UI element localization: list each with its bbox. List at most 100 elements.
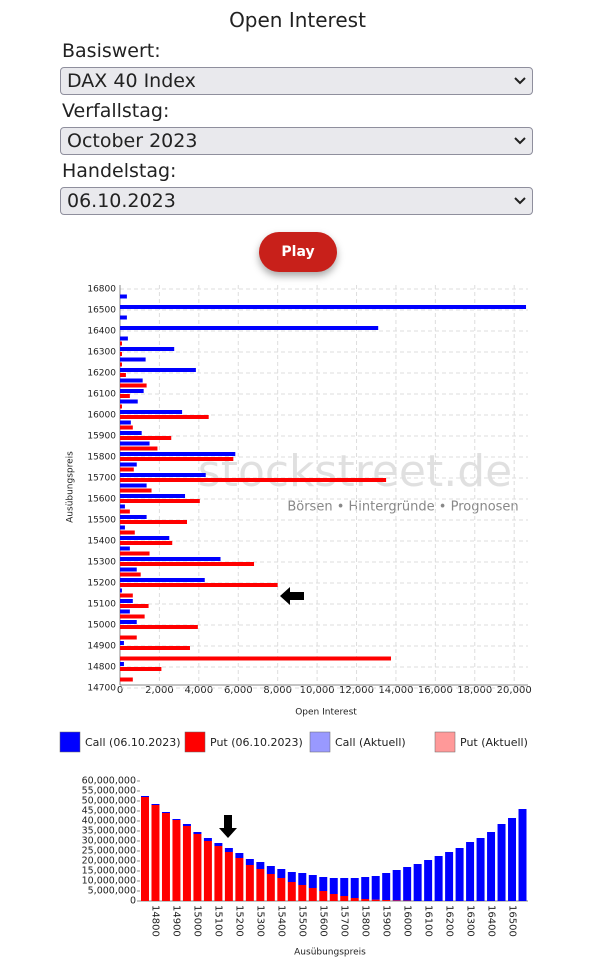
bar-segment	[308, 888, 317, 901]
x-tick-label: 14800	[150, 905, 161, 937]
select[interactable]: DAX 40 Index	[60, 67, 533, 95]
bar	[120, 383, 147, 388]
y-tick-label: 15200	[87, 579, 116, 589]
x-tick-label: 4,000	[185, 685, 214, 696]
bar	[120, 609, 130, 614]
bar-segment	[141, 797, 149, 901]
bar-segment	[224, 852, 233, 901]
bar-segment	[287, 882, 296, 901]
x-tick-label: 16100	[422, 905, 433, 937]
bar	[120, 457, 234, 461]
bar-segment	[508, 818, 517, 901]
chevron	[514, 77, 526, 85]
bar-segment	[203, 841, 212, 901]
watermark-subtitle: Börsen • Hintergründe • Prognosen	[287, 500, 518, 515]
y-tick-label: 30,000,000	[82, 836, 136, 847]
bar	[120, 494, 186, 498]
legend-label: Put (06.10.2023)	[210, 736, 303, 749]
bars	[120, 294, 527, 682]
select[interactable]: 06.10.2023	[60, 187, 533, 215]
bar	[120, 373, 126, 377]
bar-segment	[361, 877, 370, 899]
bar	[120, 662, 124, 666]
bar-segment	[518, 809, 527, 901]
bar-segment	[329, 894, 338, 901]
legend-item[interactable]: Put (Aktuell)	[434, 731, 528, 753]
bar-segment	[413, 864, 422, 901]
bar-segment	[455, 848, 464, 901]
bar	[120, 473, 206, 477]
x-tick-label: 8,000	[263, 685, 292, 696]
x-tick-label: 12,000	[339, 685, 374, 696]
bar	[120, 499, 200, 503]
field-label: Verfallstag:	[62, 100, 170, 122]
bar-segment	[392, 870, 401, 901]
bar	[120, 357, 146, 362]
y-tick-label: 15100	[87, 600, 116, 610]
bar	[120, 483, 147, 488]
select[interactable]: October 2023	[60, 127, 533, 155]
bar-segment	[371, 876, 380, 900]
bar	[120, 404, 122, 409]
bar-segment	[224, 848, 233, 852]
bar-segment	[161, 812, 170, 813]
bar-segment	[277, 878, 286, 901]
y-tick-label: 55,000,000	[82, 786, 136, 797]
bar	[120, 520, 188, 524]
bar-segment	[266, 874, 275, 901]
bar-segment	[277, 869, 286, 878]
bar-segment	[256, 862, 265, 869]
y-tick-label: 15600	[87, 495, 116, 505]
chevron	[514, 137, 526, 145]
bar	[120, 436, 172, 440]
legend-item[interactable]: Call (06.10.2023)	[59, 731, 181, 753]
y-tick-label: 15400	[87, 537, 116, 547]
y-tick-label: 25,000,000	[82, 846, 136, 857]
bar-segment	[235, 853, 244, 858]
x-tick-label: 14900	[171, 905, 182, 937]
field-label: Handelstag:	[62, 160, 177, 182]
watermark: stockstreet.de	[198, 446, 512, 497]
y-tick-label: 16800	[87, 285, 116, 295]
bar	[120, 315, 127, 320]
bar	[120, 593, 133, 598]
legend-swatch	[434, 731, 456, 753]
play-button[interactable]: Play	[259, 232, 337, 272]
bar	[120, 551, 150, 556]
y-tick-label: 14800	[87, 663, 116, 673]
y-tick-label: 14700	[87, 684, 116, 694]
bar	[120, 399, 138, 404]
bar-segment	[350, 898, 359, 901]
x-tick-label: 16,000	[418, 685, 453, 696]
x-tick-label: 15000	[192, 905, 203, 937]
bar	[120, 578, 205, 582]
bar-segment	[340, 896, 349, 901]
bar	[120, 347, 175, 351]
bar-segment	[497, 824, 506, 901]
bar	[120, 530, 135, 535]
bar	[120, 562, 255, 566]
bar-segment	[172, 819, 181, 820]
legend-item[interactable]: Call (Aktuell)	[309, 731, 406, 753]
legend-item[interactable]: Put (06.10.2023)	[184, 731, 303, 753]
y-tick-label: 15500	[87, 516, 116, 526]
bar	[120, 567, 137, 572]
y-tick-label: 15700	[87, 474, 116, 484]
bar-segment	[403, 867, 412, 901]
x-tick-label: 15200	[234, 905, 245, 937]
bar	[120, 536, 170, 540]
y-tick-label: 16100	[87, 390, 116, 400]
arrow	[219, 815, 237, 838]
y-tick-label: 15800	[87, 453, 116, 463]
y-tick-label: 40,000,000	[82, 816, 136, 827]
x-tick-label: 2,000	[145, 685, 174, 696]
bar-segment	[193, 832, 202, 834]
bar	[120, 646, 190, 650]
x-axis-label: Open Interest	[295, 708, 357, 718]
x-tick-label: 15700	[338, 905, 349, 937]
bar-segment	[151, 805, 160, 901]
bar	[120, 588, 122, 593]
bar	[120, 557, 221, 561]
x-tick-label: 15400	[276, 905, 287, 937]
